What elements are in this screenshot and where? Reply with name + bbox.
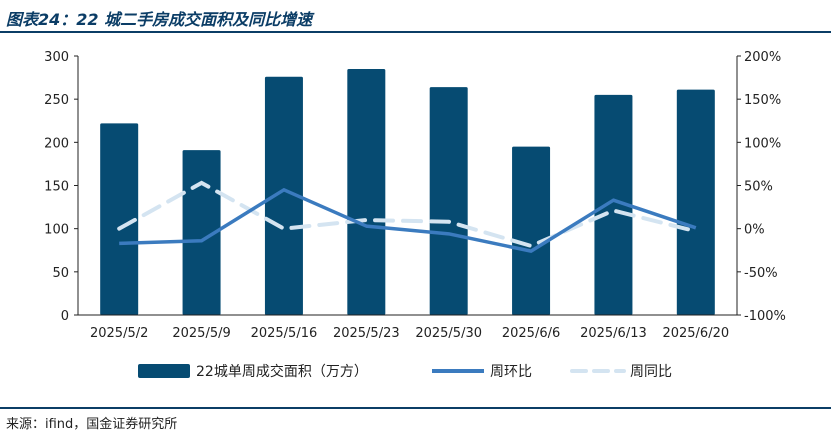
x-tick-label: 2025/5/9: [172, 326, 230, 341]
legend-swatch-bar: [138, 364, 190, 378]
source-note: 来源：ifind，国金证券研究所: [6, 417, 178, 432]
lines: [117, 180, 698, 253]
chart: 0 50 100 150 200 250 300 -100% -50% 0% 50% 100% 150…: [44, 50, 786, 380]
yoy-series-line: [117, 180, 698, 249]
bars: [100, 68, 715, 315]
x-axis-ticks: 2025/5/2 2025/5/9 2025/5/16 2025/5/23 2025/5…: [90, 326, 729, 341]
right-tick-label: 100%: [744, 136, 781, 151]
left-tick-label: 250: [44, 93, 69, 108]
right-tick-label: 50%: [744, 180, 773, 195]
wow-series-line: [119, 188, 697, 253]
title-rule: [0, 31, 831, 33]
bar: [429, 87, 468, 315]
x-tick-label: 2025/5/2: [90, 326, 148, 341]
left-tick-label: 300: [44, 50, 69, 65]
left-tick-label: 50: [52, 266, 69, 281]
right-tick-label: 0%: [744, 223, 765, 238]
left-tick-label: 0: [61, 309, 69, 324]
figure-title: 图表24：22 城二手房成交面积及同比增速: [6, 10, 313, 29]
left-axis-ticks: 0 50 100 150 200 250 300: [44, 50, 78, 324]
right-tick-label: -50%: [744, 266, 778, 281]
bar: [264, 76, 303, 315]
left-tick-label: 200: [44, 136, 69, 151]
left-tick-label: 150: [44, 180, 69, 195]
right-tick-label: 150%: [744, 93, 781, 108]
legend-label-yoy: 周同比: [630, 364, 672, 380]
x-tick-label: 2025/6/20: [662, 326, 729, 341]
legend: 22城单周成交面积（万方） 周环比 周同比: [138, 363, 672, 380]
bar: [594, 94, 633, 315]
bar: [676, 89, 715, 315]
right-axis-ticks: -100% -50% 0% 50% 100% 150% 200%: [737, 50, 786, 324]
bar: [182, 150, 221, 315]
x-tick-label: 2025/6/13: [580, 326, 647, 341]
axes: [77, 56, 738, 316]
x-tick-label: 2025/6/6: [502, 326, 560, 341]
bar: [347, 68, 386, 315]
source-rule: [0, 407, 831, 409]
left-tick-label: 100: [44, 223, 69, 238]
x-tick-label: 2025/5/23: [333, 326, 400, 341]
right-tick-label: 200%: [744, 50, 781, 65]
bar: [100, 123, 139, 315]
legend-label-bar: 22城单周成交面积（万方）: [196, 363, 368, 380]
x-tick-label: 2025/5/16: [251, 326, 318, 341]
right-tick-label: -100%: [744, 309, 786, 324]
bar: [512, 146, 551, 315]
legend-label-wow: 周环比: [490, 364, 532, 380]
x-tick-label: 2025/5/30: [415, 326, 482, 341]
